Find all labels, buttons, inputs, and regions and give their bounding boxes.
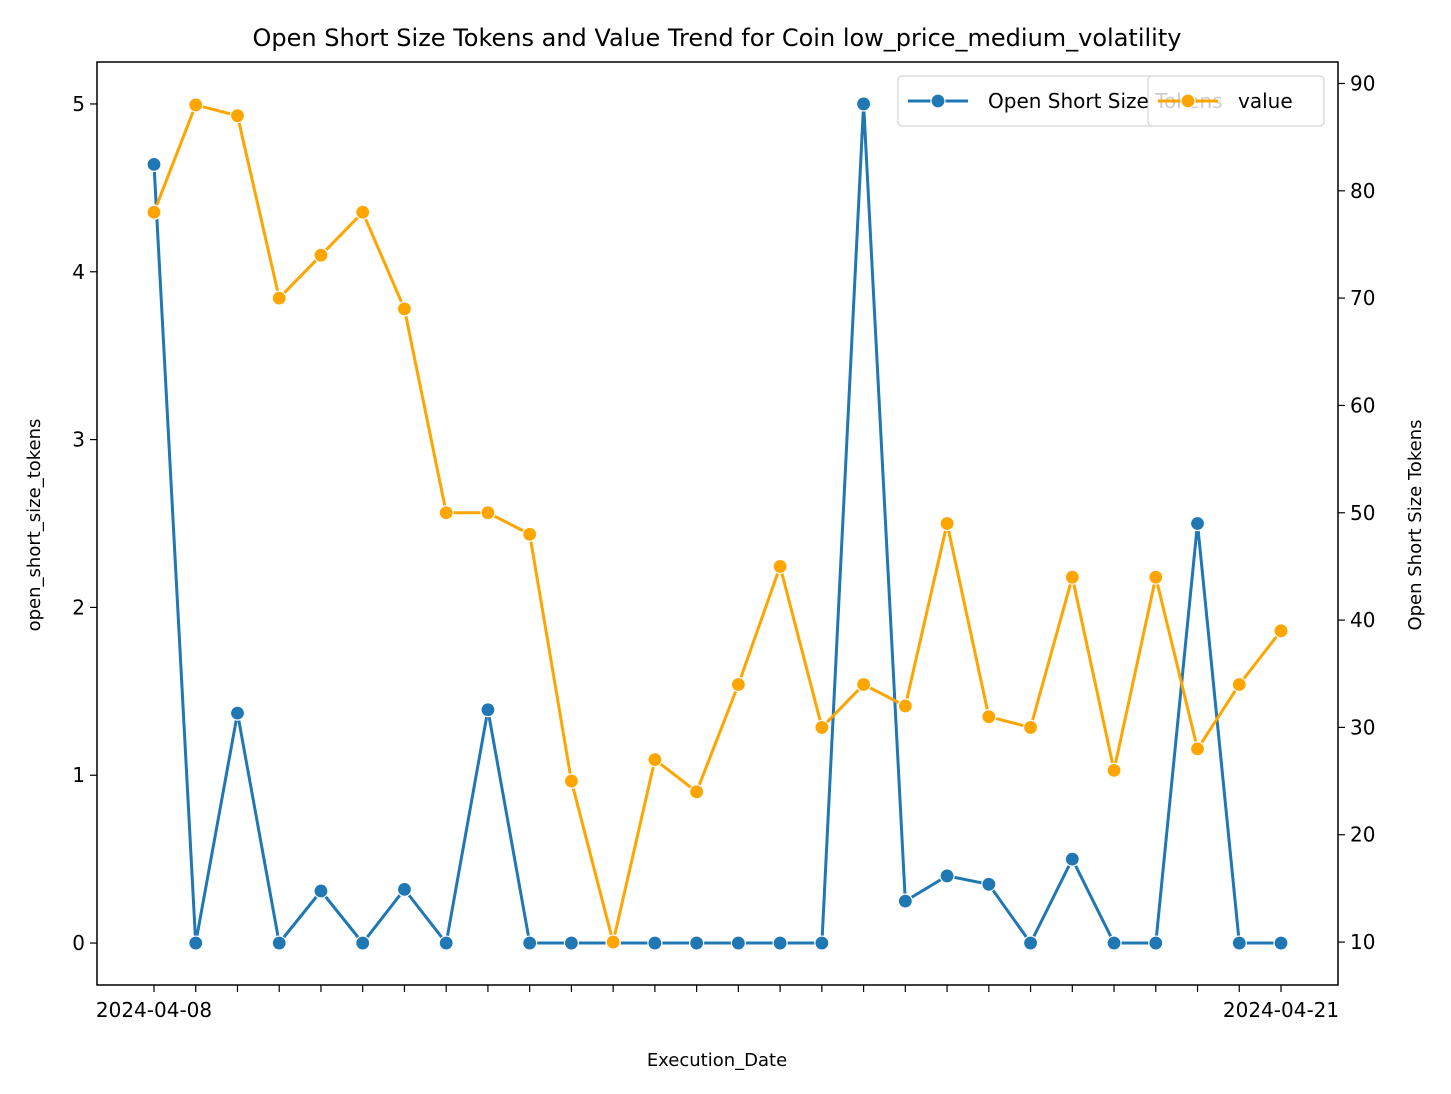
left-y-axis-label: open_short_size_tokens (24, 419, 45, 632)
open-short-size-tokens-point (1106, 935, 1122, 951)
value-point (897, 698, 913, 714)
open-short-size-tokens-point (188, 935, 204, 951)
value-point (647, 752, 663, 768)
value-point (981, 709, 997, 725)
value-series-line (152, 103, 1283, 944)
open-short-size-tokens-point (313, 883, 329, 899)
open-short-size-tokens-point (1064, 851, 1080, 867)
open-short-size-tokens-point (522, 935, 538, 951)
open-short-size-tokens-point (939, 868, 955, 884)
left-y-tick-label: 2 (72, 595, 85, 619)
right-y-axis-label: Open Short Size Tokens (1405, 419, 1426, 630)
right-y-tick-label: 10 (1350, 930, 1375, 954)
open-short-size-tokens-point (438, 935, 454, 951)
value-point (313, 247, 329, 263)
value-point (188, 97, 204, 113)
value-point (689, 784, 705, 800)
open-short-size-tokens-point (772, 935, 788, 951)
x-axis: 2024-04-08 2024-04-21 (96, 985, 1339, 1022)
value-point (605, 934, 621, 950)
value-point (480, 505, 496, 521)
open-short-size-tokens-point (1189, 515, 1206, 532)
open-short-size-tokens-point (480, 702, 496, 718)
open-short-size-tokens-point (897, 893, 913, 909)
chart-title: Open Short Size Tokens and Value Trend f… (253, 24, 1182, 52)
left-y-tick-label: 0 (72, 931, 85, 955)
open-short-size-tokens-point (396, 881, 413, 897)
right-y-tick-label: 90 (1350, 71, 1375, 95)
value-point (522, 526, 538, 542)
open-short-size-tokens-point (146, 156, 162, 172)
left-y-axis: 0 1 2 3 4 5 (72, 92, 97, 955)
value-point (438, 505, 454, 521)
legend-right-frame (1147, 75, 1325, 127)
right-y-tick-label: 60 (1350, 393, 1375, 417)
open-short-size-tokens-point (271, 935, 287, 951)
legend-left-marker (930, 93, 946, 109)
value-point (772, 558, 788, 575)
open-short-size-tokens-point (647, 935, 663, 951)
plot-frame (96, 61, 1339, 986)
value-point (229, 108, 246, 124)
value-point (355, 204, 371, 220)
right-y-tick-label: 30 (1350, 715, 1375, 739)
left-y-tick-label: 4 (72, 260, 85, 284)
value-point (271, 290, 287, 306)
left-y-tick-label: 1 (72, 763, 85, 787)
left-y-tick-label: 5 (72, 92, 85, 116)
legend-right: value (1147, 75, 1325, 127)
left-y-tick-label: 3 (72, 428, 85, 452)
value-point (1022, 719, 1039, 736)
open-short-size-tokens-point (229, 705, 246, 721)
legend-right-marker (1180, 93, 1196, 109)
value-point (1064, 569, 1080, 585)
open-short-size-tokens-point (1231, 935, 1247, 951)
x-axis-label: Execution_Date (647, 1050, 787, 1071)
open-short-size-tokens-series-line (152, 102, 1281, 945)
value-point (396, 301, 413, 317)
value-point (730, 676, 746, 693)
open-short-size-tokens-point (814, 935, 830, 951)
value-point (1148, 569, 1164, 585)
value-point (1106, 762, 1122, 778)
open-short-size-tokens-point (689, 935, 705, 951)
right-y-tick-label: 50 (1350, 501, 1375, 525)
right-y-tick-label: 80 (1350, 179, 1375, 203)
x-tick-label-last: 2024-04-21 (1223, 998, 1339, 1022)
value-point (1273, 623, 1289, 639)
value-point (1189, 741, 1206, 757)
legend-right-label: value (1238, 89, 1293, 113)
open-short-size-tokens-point (1273, 935, 1289, 951)
right-y-tick-label: 40 (1350, 608, 1375, 632)
open-short-size-tokens-point (1148, 935, 1164, 951)
right-y-tick-label: 20 (1350, 823, 1375, 847)
value-point (814, 719, 830, 736)
value-point (855, 676, 872, 693)
open-short-size-tokens-point (563, 935, 580, 951)
open-short-size-tokens-point (855, 96, 872, 112)
value-point (146, 204, 162, 220)
plot-area (146, 96, 1289, 951)
value-point (939, 515, 955, 532)
open-short-size-tokens-point (1022, 935, 1039, 951)
open-short-size-tokens-point (981, 876, 997, 892)
value-point (563, 773, 580, 789)
x-tick-label-first: 2024-04-08 (96, 998, 212, 1022)
open-short-size-tokens-point (730, 935, 746, 951)
open-short-size-tokens-point (355, 935, 371, 951)
right-y-tick-label: 70 (1350, 286, 1375, 310)
right-y-axis: 10 20 30 40 50 60 70 80 90 (1338, 71, 1375, 954)
value-point (1231, 676, 1247, 693)
